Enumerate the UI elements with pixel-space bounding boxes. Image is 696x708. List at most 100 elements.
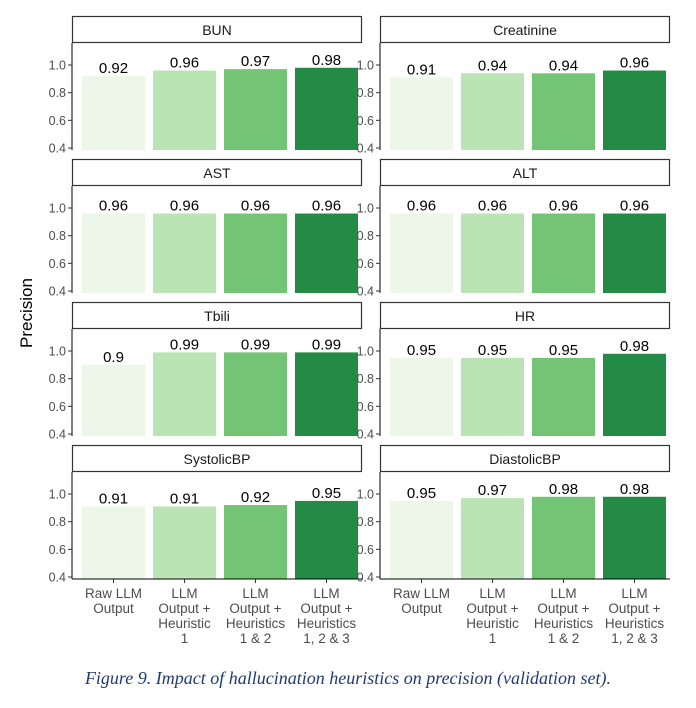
facet-title-bun: BUN <box>202 22 232 38</box>
x-tick-label: Heuristics <box>534 616 594 631</box>
bar-value-label: 0.9 <box>103 349 124 366</box>
bar-diastolicbp-1 <box>390 500 453 579</box>
bar-systolicbp-1 <box>82 506 145 579</box>
bar-value-label: 0.95 <box>549 342 578 359</box>
facet-strip <box>71 301 363 330</box>
bar-ast-2 <box>153 213 216 293</box>
bar-value-label: 0.95 <box>407 485 436 502</box>
facet-strip <box>379 15 671 44</box>
y-tick-label: 1.0 <box>49 488 66 502</box>
y-tick-label: 0.4 <box>49 428 66 442</box>
y-tick-label: 0.6 <box>357 543 374 557</box>
bar-tbili-4 <box>295 352 358 436</box>
bar-value-label: 0.97 <box>241 53 270 70</box>
bar-value-label: 0.98 <box>620 338 649 355</box>
x-tick-label: 1 <box>489 631 497 646</box>
bar-value-label: 0.91 <box>170 490 199 507</box>
bar-value-label: 0.95 <box>312 485 341 502</box>
y-tick-label: 0.8 <box>49 372 66 386</box>
bar-creatinine-1 <box>390 77 453 150</box>
y-tick-label: 0.8 <box>49 515 66 529</box>
bar-hr-3 <box>532 357 595 436</box>
bar-value-label: 0.95 <box>407 342 436 359</box>
faceted-bar-chart: Precision BUN 0.92 0.96 0.97 0.98 0.4 0.6 0.8 1.0… <box>17 15 671 646</box>
bar-alt-1 <box>390 213 453 293</box>
bar-alt-2 <box>461 213 524 293</box>
bar-value-label: 0.96 <box>312 198 341 215</box>
bar-bun-1 <box>82 76 145 150</box>
y-tick-label: 0.6 <box>49 543 66 557</box>
y-tick-label: 0.8 <box>49 229 66 243</box>
facet-strip <box>379 301 671 330</box>
bar-value-label: 0.96 <box>549 198 578 215</box>
y-tick-label: 0.8 <box>357 229 374 243</box>
bar-creatinine-2 <box>461 73 524 150</box>
y-tick-label: 0.4 <box>357 285 374 299</box>
x-tick-label: LLM <box>313 586 339 601</box>
y-tick-label: 0.4 <box>357 428 374 442</box>
x-tick-label: LLM <box>242 586 268 601</box>
facet-title-hr: HR <box>515 308 535 324</box>
x-tick-label: 1 & 2 <box>240 631 272 646</box>
bar-value-label: 0.98 <box>312 52 341 69</box>
bar-value-label: 0.96 <box>478 198 507 215</box>
bar-value-label: 0.96 <box>620 55 649 72</box>
bar-value-label: 0.99 <box>170 336 199 353</box>
x-tick-label: Output + <box>537 601 589 616</box>
y-tick-label: 0.6 <box>357 114 374 128</box>
bar-diastolicbp-3 <box>532 496 595 579</box>
y-tick-label: 1.0 <box>49 345 66 359</box>
facet-title-ast: AST <box>203 165 231 181</box>
bar-ast-4 <box>295 213 358 293</box>
y-tick-label: 1.0 <box>49 202 66 216</box>
figure-caption: Figure 9. Impact of hallucination heuris… <box>84 668 612 688</box>
y-tick-label: 1.0 <box>357 488 374 502</box>
y-axis-title: Precision <box>17 278 36 348</box>
x-tick-label: 1 <box>181 631 189 646</box>
bar-value-label: 0.94 <box>478 57 507 74</box>
bar-tbili-1 <box>82 364 145 436</box>
facet-strip <box>71 15 363 44</box>
bar-value-label: 0.92 <box>241 489 270 506</box>
bar-value-label: 0.96 <box>620 198 649 215</box>
bar-value-label: 0.96 <box>99 198 128 215</box>
x-tick-label: LLM <box>550 586 576 601</box>
bar-diastolicbp-4 <box>603 496 666 579</box>
x-tick-label: Raw LLM <box>393 586 450 601</box>
bar-value-label: 0.96 <box>170 198 199 215</box>
facet-title-alt: ALT <box>513 165 538 181</box>
y-tick-label: 0.4 <box>49 142 66 156</box>
x-tick-label: Heuristics <box>297 616 357 631</box>
x-tick-label: 1 & 2 <box>548 631 580 646</box>
facet-title-creatinine: Creatinine <box>493 22 557 38</box>
x-tick-label: Heuristics <box>226 616 286 631</box>
bar-systolicbp-4 <box>295 500 358 579</box>
x-tick-label: Output + <box>229 601 281 616</box>
bar-hr-2 <box>461 357 524 436</box>
x-tick-label: Heuristics <box>605 616 665 631</box>
y-tick-label: 0.6 <box>357 257 374 271</box>
bar-ast-1 <box>82 213 145 293</box>
x-tick-label: Output + <box>466 601 518 616</box>
facet-title-tbili: Tbili <box>204 308 230 324</box>
bar-value-label: 0.99 <box>241 336 270 353</box>
bar-value-label: 0.92 <box>99 60 128 77</box>
bar-tbili-2 <box>153 352 216 436</box>
bar-value-label: 0.94 <box>549 57 578 74</box>
x-tick-label: Output + <box>608 601 660 616</box>
bar-creatinine-4 <box>603 70 666 150</box>
bar-hr-4 <box>603 353 666 436</box>
x-tick-label: Heuristic <box>158 616 211 631</box>
x-tick-label: Output <box>93 601 134 616</box>
bar-value-label: 0.91 <box>407 61 436 78</box>
x-tick-label: 1, 2 & 3 <box>303 631 350 646</box>
bar-value-label: 0.98 <box>549 481 578 498</box>
facet-strip <box>379 444 671 473</box>
bar-creatinine-3 <box>532 73 595 150</box>
x-tick-label: LLM <box>621 586 647 601</box>
y-tick-label: 0.8 <box>357 372 374 386</box>
y-tick-label: 0.4 <box>49 285 66 299</box>
facet-title-diastolicbp: DiastolicBP <box>489 451 561 467</box>
y-tick-label: 1.0 <box>357 59 374 73</box>
bar-hr-1 <box>390 357 453 436</box>
